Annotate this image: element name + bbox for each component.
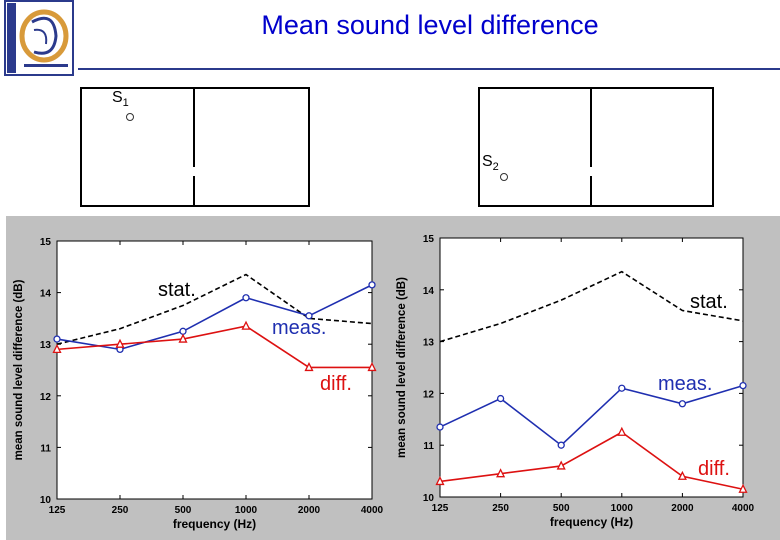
y-tick-label: 11 <box>40 443 51 454</box>
y-tick-label: 15 <box>40 237 52 248</box>
source-1-label: S1 <box>112 89 129 110</box>
data-point-meas <box>739 381 747 390</box>
source-2-marker <box>500 173 508 181</box>
x-tick-label: 1000 <box>611 503 634 514</box>
y-axis-label: mean sound level difference (dB) <box>396 277 408 458</box>
annotation-meas: meas. <box>272 317 326 339</box>
page-title: Mean sound level difference <box>261 10 599 40</box>
series-line-stat <box>439 270 744 343</box>
data-point-meas <box>496 394 505 403</box>
source-2-label: S2 <box>482 153 499 174</box>
data-point-meas <box>368 281 376 289</box>
y-tick-label: 12 <box>423 389 435 400</box>
data-point-diff <box>496 468 506 478</box>
y-tick-label: 15 <box>423 234 435 245</box>
x-tick-label: 4000 <box>361 505 384 516</box>
partition-wall-right-lower <box>590 176 592 206</box>
partition-wall-left <box>193 87 195 167</box>
data-point-diff <box>304 361 314 372</box>
series-line-stat <box>56 273 373 345</box>
series-line-diff <box>439 431 744 491</box>
y-tick-label: 11 <box>423 441 434 452</box>
y-tick-label: 10 <box>423 493 435 504</box>
data-point-diff <box>738 483 748 493</box>
data-point-diff <box>556 460 566 470</box>
y-axis-label: mean sound level difference (dB) <box>13 279 25 460</box>
data-point-diff <box>178 333 188 343</box>
y-tick-label: 14 <box>423 286 435 297</box>
room-pair-right <box>478 87 714 207</box>
y-tick-label: 13 <box>40 340 52 351</box>
y-tick-label: 14 <box>40 289 52 300</box>
leptab-logo <box>4 0 74 76</box>
plot-area <box>56 240 373 500</box>
x-tick-label: 2000 <box>671 503 694 514</box>
partition-wall-left-lower <box>193 176 195 206</box>
x-tick-label: 1000 <box>235 505 258 516</box>
data-point-meas <box>53 335 61 343</box>
x-tick-label: 250 <box>492 503 509 514</box>
annotation-diff: diff. <box>320 373 352 395</box>
y-tick-label: 13 <box>423 338 435 349</box>
chart-panel-2: 10 11 12 13 14 15 125 250 500 1000 2000 4000 frequen… <box>389 216 780 540</box>
series-line-meas <box>439 384 744 447</box>
partition-wall-right <box>590 87 592 167</box>
annotation-stat: stat. <box>158 279 196 301</box>
data-point-meas <box>242 294 250 302</box>
x-axis-label: frequency (Hz) <box>173 517 256 531</box>
room-pair-left <box>80 87 310 207</box>
annotation-diff: diff. <box>698 458 730 480</box>
series-line-meas <box>56 284 373 351</box>
data-point-meas <box>179 327 187 335</box>
data-point-diff <box>617 426 627 436</box>
data-point-diff <box>367 361 377 372</box>
x-tick-label: 250 <box>112 505 129 516</box>
data-point-diff <box>435 476 445 486</box>
data-point-diff <box>677 470 687 480</box>
data-point-diff <box>241 320 251 330</box>
x-tick-label: 2000 <box>298 505 321 516</box>
x-tick-label: 125 <box>432 503 449 514</box>
y-tick-label: 12 <box>40 392 52 403</box>
title-rule <box>78 68 780 70</box>
annotation-meas: meas. <box>658 373 712 395</box>
x-tick-label: 500 <box>175 505 192 516</box>
x-axis-label: frequency (Hz) <box>550 515 633 529</box>
y-tick-label: 10 <box>40 495 52 506</box>
data-point-meas <box>618 384 626 392</box>
data-point-meas <box>436 423 444 431</box>
data-point-meas <box>305 312 313 320</box>
data-point-meas <box>557 441 565 449</box>
annotation-stat: stat. <box>690 291 728 313</box>
x-tick-label: 4000 <box>732 503 755 514</box>
data-point-diff <box>52 343 62 354</box>
chart-panel-1: 10 11 12 13 14 15 125 250 500 1000 2000 4000 frequen… <box>6 216 389 540</box>
data-point-diff <box>115 338 125 348</box>
series-line-diff <box>56 325 372 369</box>
x-tick-label: 125 <box>49 505 66 516</box>
data-point-meas <box>678 400 687 408</box>
source-1-marker <box>126 113 134 121</box>
plot-area <box>439 237 744 498</box>
x-tick-label: 500 <box>553 503 570 514</box>
